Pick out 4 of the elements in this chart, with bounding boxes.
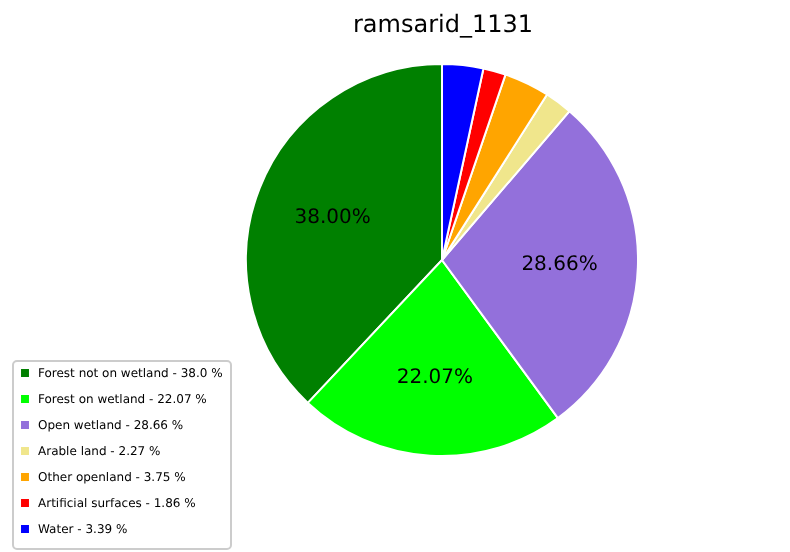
- data-label: 28.66%: [521, 254, 598, 277]
- data-label: 38.00%: [294, 206, 371, 229]
- data-label: 22.07%: [396, 367, 474, 390]
- chart-title: ramsarid_1131: [352, 10, 534, 38]
